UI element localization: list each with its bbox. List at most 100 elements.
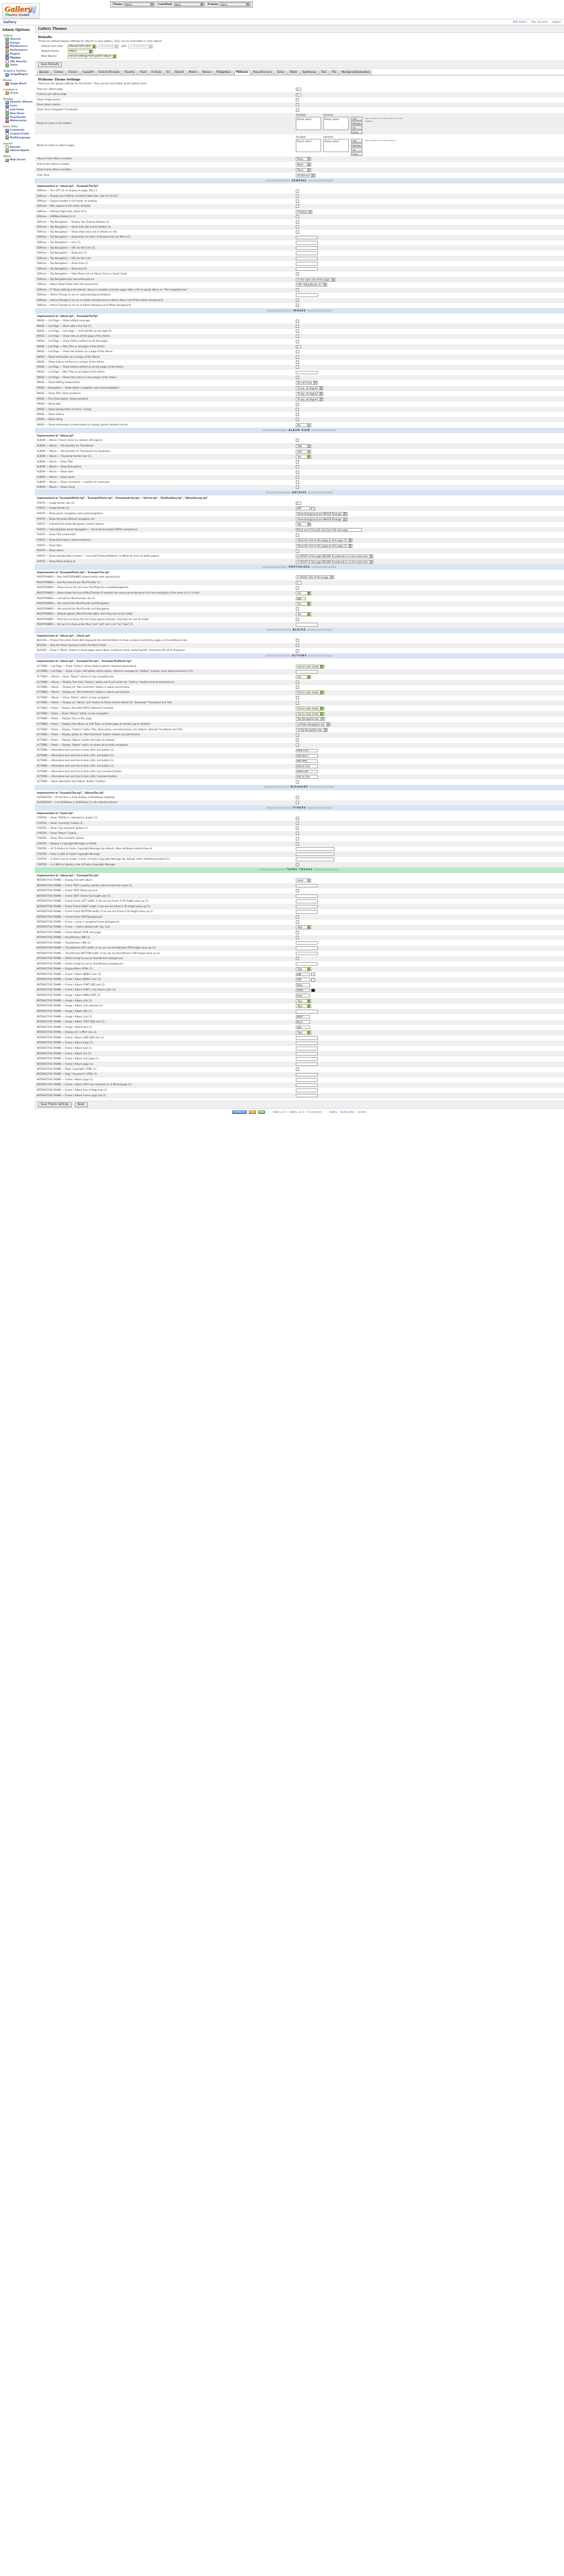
setting-checkbox[interactable] xyxy=(296,330,299,333)
navbar-link-site-admin[interactable]: Site Admin xyxy=(513,20,527,24)
setting-select[interactable]: Floating ▾ xyxy=(296,209,313,214)
setting-select[interactable]: 300 ▾ xyxy=(296,449,311,454)
setting-select[interactable]: Use to color mode ▾ xyxy=(296,706,324,710)
setting-select[interactable]: Yes ▾ xyxy=(296,455,311,459)
setting-select[interactable]: No ▾ xyxy=(296,423,311,427)
setting-text-input[interactable] xyxy=(296,847,334,851)
setting-text-input[interactable] xyxy=(296,241,318,245)
footer-link-gallery-docs[interactable]: Gallery Docs xyxy=(340,1111,355,1114)
setting-checkbox[interactable] xyxy=(296,350,299,354)
setting-checkbox[interactable] xyxy=(296,481,299,484)
theme-picker[interactable]: Theme: Matrix ▾ ColorPack: None ▾ Frames… xyxy=(110,1,253,8)
frames-select[interactable]: None ▾ xyxy=(220,3,251,6)
sidebar-item-groups[interactable]: Groups xyxy=(2,41,33,45)
setting-checkbox[interactable] xyxy=(296,413,299,417)
setting-checkbox[interactable] xyxy=(296,220,299,224)
footer-link-gallery[interactable]: Gallery xyxy=(329,1111,338,1114)
setting-checkbox[interactable] xyxy=(296,680,299,684)
setting-text-input[interactable] xyxy=(296,370,318,375)
tab-tile[interactable]: Tile xyxy=(329,69,339,75)
tab-pgtheme[interactable]: PGtheme xyxy=(234,69,251,75)
setting-checkbox[interactable] xyxy=(296,842,299,845)
setting-text-input[interactable] xyxy=(296,754,318,758)
setting-checkbox[interactable] xyxy=(296,549,299,553)
setting-text-input[interactable] xyxy=(296,581,301,585)
setting-checkbox[interactable] xyxy=(296,407,299,411)
setting-checkbox[interactable] xyxy=(296,475,299,479)
setting-text-input[interactable] xyxy=(296,1015,310,1019)
sidebar-item-multilanguage[interactable]: MultiLanguage xyxy=(2,136,33,140)
setting-text-input[interactable] xyxy=(296,1010,318,1014)
setting-select[interactable]: none ▾ xyxy=(296,879,311,883)
setting-select[interactable]: Yes ▾ xyxy=(296,612,311,617)
setting-text-input[interactable] xyxy=(296,344,301,349)
setting-select[interactable]: left / default/auto (1) ▾ xyxy=(296,283,328,287)
blocks-down-button[interactable]: Down xyxy=(351,152,363,156)
setting-checkbox[interactable] xyxy=(296,801,299,805)
setting-select[interactable]: Tops ▾ xyxy=(296,999,311,1003)
setting-checkbox[interactable] xyxy=(296,108,299,112)
tab-roundcorners[interactable]: RoundCorners xyxy=(251,69,275,75)
setting-select[interactable]: Show this link to this page on this page… xyxy=(296,538,353,542)
blocks-remove-button[interactable]: Remove xyxy=(351,143,363,147)
setting-checkbox[interactable] xyxy=(296,470,299,474)
tab-carbon[interactable]: Carbon xyxy=(51,69,66,75)
setting-checkbox[interactable] xyxy=(296,696,299,700)
save-theme-settings-button[interactable]: Save Theme Settings xyxy=(38,1102,72,1107)
setting-select[interactable]: Tops ▾ xyxy=(296,967,311,972)
sidebar-item-imagemagick[interactable]: ImageMagick xyxy=(2,73,33,77)
setting-checkbox[interactable] xyxy=(296,339,299,343)
navbar-brand[interactable]: Gallery xyxy=(3,20,17,24)
setting-checkbox[interactable] xyxy=(296,738,299,742)
setting-text-input[interactable] xyxy=(296,775,318,779)
blocks-add-button[interactable]: Add xyxy=(351,116,363,121)
tab-eclecticthreads[interactable]: EclecticThreads xyxy=(96,69,122,75)
color-swatch[interactable] xyxy=(311,506,315,510)
setting-select[interactable]: Use to color mode ▾ xyxy=(296,691,324,695)
setting-text-input[interactable] xyxy=(296,251,318,255)
setting-checkbox[interactable] xyxy=(296,324,299,328)
setting-checkbox[interactable] xyxy=(296,832,299,836)
setting-select[interactable]: In RIGHT of the page BELOW: thumbnails i… xyxy=(296,559,374,564)
setting-checkbox[interactable] xyxy=(296,618,299,622)
sidebar-item-comments[interactable]: Comments xyxy=(2,128,33,132)
setting-select[interactable]: In RIGHT side of the image ▾ xyxy=(296,575,334,580)
setting-checkbox[interactable] xyxy=(296,733,299,737)
setting-select[interactable]: Tops ▾ xyxy=(296,925,311,930)
setting-checkbox[interactable] xyxy=(296,936,299,940)
setting-text-input[interactable] xyxy=(296,962,318,966)
tab-forsale[interactable]: ForSale xyxy=(149,69,164,75)
setting-checkbox[interactable] xyxy=(296,915,299,919)
reset-button[interactable]: Reset xyxy=(74,1102,88,1107)
setting-checkbox[interactable] xyxy=(296,402,299,406)
tab-g1[interactable]: G1 xyxy=(164,69,172,75)
setting-select[interactable]: None ▾ xyxy=(296,163,311,167)
setting-checkbox[interactable] xyxy=(296,701,299,705)
setting-checkbox[interactable] xyxy=(296,644,299,648)
setting-text-input[interactable] xyxy=(296,528,362,532)
sidebar-item-watermarks[interactable]: Watermarks xyxy=(2,119,33,123)
setting-checkbox[interactable] xyxy=(296,1068,299,1071)
setting-text-input[interactable] xyxy=(296,852,334,856)
setting-checkbox[interactable] xyxy=(296,607,299,611)
setting-text-input[interactable] xyxy=(296,978,310,982)
sidebar-item-url-rewrite[interactable]: URL Rewrite xyxy=(2,60,33,64)
setting-select[interactable]: None ▾ xyxy=(296,157,311,161)
setting-text-input[interactable] xyxy=(296,1073,318,1077)
setting-checkbox[interactable] xyxy=(296,376,299,380)
setting-text-input[interactable] xyxy=(296,267,318,271)
setting-select[interactable]: Tops ▾ xyxy=(296,1004,311,1009)
tab-wordpressembedded[interactable]: WordpressEmbedded xyxy=(339,69,372,75)
setting-checkbox[interactable] xyxy=(296,215,299,219)
sidebar-item-web-server[interactable]: Web Server xyxy=(2,158,33,162)
setting-checkbox[interactable] xyxy=(296,863,299,866)
theme-picker-theme[interactable]: Theme: Matrix ▾ xyxy=(112,2,156,7)
tab-fluid[interactable]: Fluid xyxy=(137,69,149,75)
setting-text-input[interactable] xyxy=(296,941,318,945)
setting-text-input[interactable] xyxy=(296,1083,318,1087)
theme-picker-colorpack[interactable]: ColorPack: None ▾ xyxy=(157,2,205,7)
setting-text-input[interactable] xyxy=(296,1062,318,1066)
setting-checkbox[interactable] xyxy=(296,920,299,924)
setting-text-input[interactable] xyxy=(296,1047,318,1050)
setting-text-input[interactable] xyxy=(296,748,318,753)
